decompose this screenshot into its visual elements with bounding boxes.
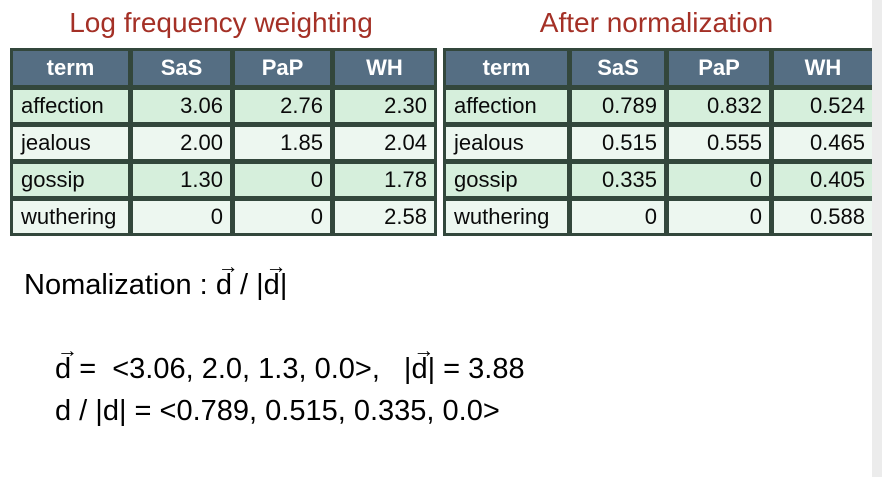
value-cell: 0 — [667, 162, 771, 198]
value-cell: 0.405 — [772, 162, 874, 198]
table-row: gossip 1.30 0 1.78 — [11, 162, 436, 198]
value-cell: 2.00 — [131, 125, 232, 161]
formula-text: | = 3.88 — [427, 353, 525, 385]
table-row: jealous 0.515 0.555 0.465 — [444, 125, 874, 161]
vector-d: → d — [411, 340, 434, 387]
value-cell: 0.524 — [772, 88, 874, 124]
header-sas: SaS — [131, 49, 232, 87]
value-cell: 2.76 — [233, 88, 332, 124]
value-cell: 2.30 — [333, 88, 436, 124]
log-weighting-title: Log frequency weighting — [69, 7, 373, 38]
value-cell: 0.465 — [772, 125, 874, 161]
formula-text: | — [279, 269, 288, 301]
normalized-vector-line: d / |d| = <0.789, 0.515, 0.335, 0.0> — [55, 394, 500, 429]
value-cell: 2.04 — [333, 125, 436, 161]
table-row: jealous 2.00 1.85 2.04 — [11, 125, 436, 161]
header-sas: SaS — [570, 49, 666, 87]
value-cell: 1.85 — [233, 125, 332, 161]
value-cell: 0.555 — [667, 125, 771, 161]
normalized-table-wrap: term SaS PaP WH affection 0.789 0.832 0.… — [443, 48, 875, 236]
vector-letter: d — [55, 353, 72, 385]
screen-edge-strip — [872, 0, 882, 477]
term-cell: jealous — [11, 125, 130, 161]
value-cell: 2.58 — [333, 199, 436, 235]
value-cell: 0 — [570, 199, 666, 235]
d-vector-line: → d = <3.06, 2.0, 1.3, 0.0>, | → d| = 3.88 — [55, 340, 525, 387]
value-cell: 0.832 — [667, 88, 771, 124]
normalization-formula-heading: Nomalization : → d / | → d| — [24, 256, 288, 303]
formula-text: / | — [231, 269, 264, 301]
table-row: affection 3.06 2.76 2.30 — [11, 88, 436, 124]
normalized-table: term SaS PaP WH affection 0.789 0.832 0.… — [443, 48, 875, 236]
vector-letter: d — [215, 269, 232, 301]
header-row: term SaS PaP WH — [444, 49, 874, 87]
header-pap: PaP — [667, 49, 771, 87]
table-row: gossip 0.335 0 0.405 — [444, 162, 874, 198]
formula-text: Nomalization : — [24, 269, 216, 301]
header-wh: WH — [772, 49, 874, 87]
vector-d: → d — [263, 256, 287, 303]
header-term: term — [444, 49, 569, 87]
value-cell: 0.588 — [772, 199, 874, 235]
value-cell: 3.06 — [131, 88, 232, 124]
header-term: term — [11, 49, 130, 87]
table-row: affection 0.789 0.832 0.524 — [444, 88, 874, 124]
term-cell: jealous — [444, 125, 569, 161]
normalization-title: After normalization — [539, 7, 774, 38]
header-wh: WH — [333, 49, 436, 87]
vector-d: → d — [55, 340, 78, 387]
value-cell: 0.335 — [570, 162, 666, 198]
table-row: wuthering 0 0 2.58 — [11, 199, 436, 235]
table-row: wuthering 0 0 0.588 — [444, 199, 874, 235]
vector-arrow-icon: → — [57, 338, 78, 362]
term-cell: gossip — [444, 162, 569, 198]
value-cell: 1.30 — [131, 162, 232, 198]
value-cell: 0 — [233, 199, 332, 235]
header-pap: PaP — [233, 49, 332, 87]
vector-arrow-icon: → — [265, 254, 287, 278]
term-cell: gossip — [11, 162, 130, 198]
term-cell: affection — [444, 88, 569, 124]
vector-letter: d — [411, 353, 428, 385]
value-cell: 0.789 — [570, 88, 666, 124]
log-weighting-table-wrap: term SaS PaP WH affection 3.06 2.76 2.30… — [10, 48, 437, 236]
term-cell: affection — [11, 88, 130, 124]
formula-text: = <3.06, 2.0, 1.3, 0.0>, — [71, 353, 380, 385]
vector-letter: d — [263, 269, 280, 301]
vector-arrow-icon: → — [413, 338, 435, 362]
vector-d: → d — [215, 256, 239, 303]
vector-arrow-icon: → — [217, 254, 239, 278]
formula-text: | — [403, 353, 412, 385]
formula-text: d / |d| = <0.789, 0.515, 0.335, 0.0> — [55, 395, 500, 427]
log-weighting-table: term SaS PaP WH affection 3.06 2.76 2.30… — [10, 48, 437, 236]
value-cell: 1.78 — [333, 162, 436, 198]
term-cell: wuthering — [444, 199, 569, 235]
value-cell: 0.515 — [570, 125, 666, 161]
header-row: term SaS PaP WH — [11, 49, 436, 87]
value-cell: 0 — [233, 162, 332, 198]
value-cell: 0 — [667, 199, 771, 235]
term-cell: wuthering — [11, 199, 130, 235]
value-cell: 0 — [131, 199, 232, 235]
